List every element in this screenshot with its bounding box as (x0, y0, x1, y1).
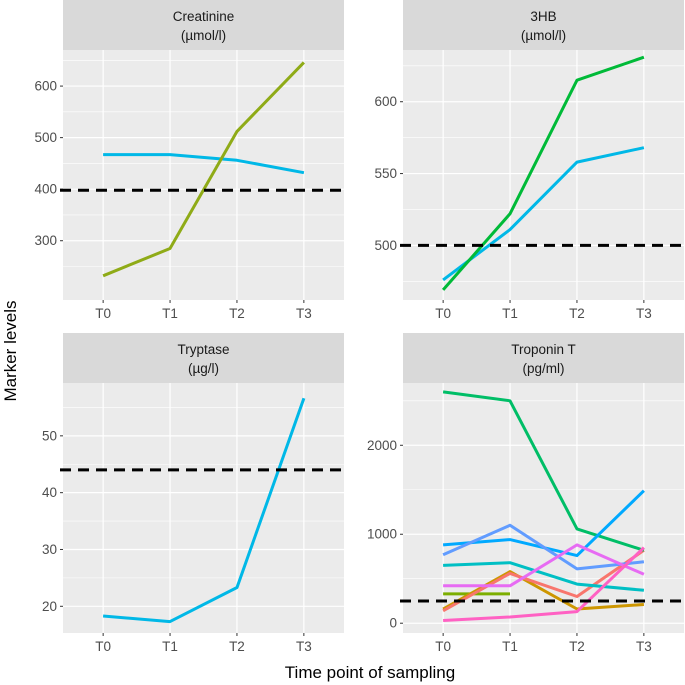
strip-unit-3hb: (µmol/l) (521, 28, 566, 43)
x-tick-label: T0 (435, 306, 451, 321)
panel-3hb: 3HB (µmol/l) 500 550 600 T0 T1 T2 T3 (374, 0, 684, 321)
series-line-patient-a (442, 146, 645, 282)
series-line-patient-7 (442, 523, 645, 571)
strip-creatinine (63, 0, 344, 50)
series-line-patient-5 (443, 561, 645, 592)
plot-bg-tryptase (63, 383, 344, 633)
y-tick-label: 0 (389, 616, 397, 631)
y-tick-label: 2000 (367, 438, 397, 453)
panel-tryptase: Tryptase (µg/l) 20 30 40 50 T0 T1 T2 T3 (42, 333, 344, 654)
strip-tryptase (63, 333, 344, 383)
strip-unit-tryptase: (µg/l) (188, 361, 219, 376)
series-line-patient-a (103, 153, 305, 175)
strip-3hb (403, 0, 684, 50)
strip-unit-troponin-t: (pg/ml) (522, 361, 564, 376)
series-line-patient-2 (442, 570, 645, 611)
x-tick-label: T3 (636, 306, 652, 321)
panel-troponin-t: Troponin T (pg/ml) 0 1000 2000 T0 T1 T2 T3 (367, 333, 684, 654)
series-line-patient-8 (443, 543, 645, 588)
series-line-patient-9 (443, 546, 645, 622)
strip-title-troponin-t: Troponin T (511, 342, 576, 357)
x-tick-label: T0 (95, 639, 111, 654)
y-tick-label: 40 (42, 485, 57, 500)
y-tick-label: 400 (34, 182, 57, 197)
x-axis-title: Time point of sampling (285, 663, 455, 682)
y-axis-title: Marker levels (1, 300, 20, 401)
panel-creatinine: Creatinine (µmol/l) 300 400 500 600 T0 T1 T2 T3 (34, 0, 344, 321)
y-tick-label: 550 (374, 166, 397, 181)
x-tick-label: T0 (435, 639, 451, 654)
x-tick-label: T3 (296, 306, 312, 321)
plot-bg-3hb (403, 50, 684, 300)
strip-troponin-t (403, 333, 684, 383)
plot-bg-creatinine (63, 50, 344, 300)
y-tick-label: 50 (42, 428, 57, 443)
strip-title-3hb: 3HB (530, 9, 556, 24)
x-tick-label: T2 (569, 306, 585, 321)
x-tick-label: T1 (502, 639, 518, 654)
plot-bg-troponin-t (403, 383, 684, 633)
y-tick-label: 300 (34, 233, 57, 248)
series-line-patient-b (441, 55, 645, 291)
series-line-patient-b (102, 61, 305, 278)
x-tick-label: T2 (229, 306, 245, 321)
x-tick-label: T1 (162, 639, 178, 654)
x-tick-label: T3 (296, 639, 312, 654)
y-tick-label: 30 (42, 542, 57, 557)
x-tick-label: T3 (636, 639, 652, 654)
series-line-patient-a (102, 397, 306, 624)
x-tick-label: T1 (162, 306, 178, 321)
y-tick-label: 500 (34, 130, 57, 145)
series-line-patient-3 (442, 549, 645, 613)
series-line-patient-4 (442, 390, 645, 552)
y-tick-label: 500 (374, 238, 397, 253)
x-tick-label: T1 (502, 306, 518, 321)
x-tick-label: T0 (95, 306, 111, 321)
y-tick-label: 1000 (367, 527, 397, 542)
y-tick-label: 600 (34, 79, 57, 94)
x-tick-label: T2 (229, 639, 245, 654)
y-tick-label: 20 (42, 599, 57, 614)
strip-unit-creatinine: (µmol/l) (181, 28, 226, 43)
y-tick-label: 600 (374, 94, 397, 109)
strip-title-tryptase: Tryptase (177, 342, 229, 357)
x-tick-label: T2 (569, 639, 585, 654)
strip-title-creatinine: Creatinine (173, 9, 235, 24)
